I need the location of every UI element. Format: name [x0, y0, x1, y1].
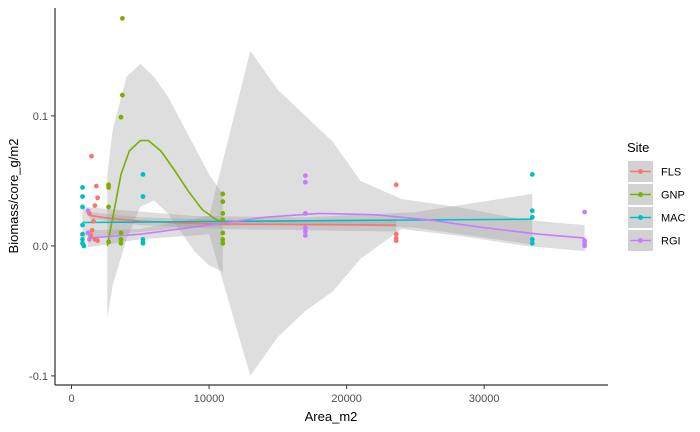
point-gnp-7: [118, 237, 124, 242]
x-tick-label-2: 20000: [331, 393, 362, 405]
point-gnp-17: [220, 240, 226, 246]
point-mac-0: [80, 185, 85, 190]
point-fls-6: [89, 227, 95, 233]
point-rgi-7: [303, 229, 308, 235]
point-gnp-9: [118, 240, 124, 246]
point-rgi-9: [582, 209, 587, 215]
legend-key-dot-mac: [638, 215, 643, 220]
point-fls-0: [89, 153, 94, 159]
x-axis-ticks: 0 10000 20000 30000: [68, 385, 499, 405]
point-rgi-8: [303, 233, 308, 238]
point-gnp-6: [118, 230, 124, 236]
legend-label-rgi: RGI: [661, 236, 681, 248]
x-axis-title: Area_m2: [305, 409, 358, 424]
point-mac-12: [529, 172, 535, 177]
trend-line-fls: [89, 214, 397, 226]
point-rgi-5: [303, 211, 308, 216]
point-mac-1: [80, 194, 85, 199]
point-gnp-15: [220, 230, 226, 236]
point-gnp-8: [106, 239, 111, 245]
point-mac-7: [81, 243, 87, 249]
trend-lines: [82, 139, 585, 247]
point-fls-1: [93, 183, 99, 189]
y-tick-label-0: -0.1: [29, 371, 48, 383]
point-rgi-4: [303, 179, 308, 185]
point-rgi-0: [85, 208, 91, 214]
confidence-band-mac: [82, 193, 533, 245]
point-rgi-6: [303, 225, 308, 231]
point-fls-13: [393, 238, 399, 244]
x-tick-label-1: 10000: [194, 393, 225, 405]
confidence-band-gnp: [107, 63, 223, 318]
point-gnp-1: [120, 92, 125, 98]
point-mac-15: [529, 237, 535, 242]
y-tick-label-1: 0.0: [33, 241, 48, 253]
trend-line-gnp: [106, 139, 224, 247]
legend-key-dot-rgi: [638, 238, 643, 243]
legend-key-dot-fls: [638, 169, 643, 174]
legend-key-dot-gnp: [638, 192, 643, 197]
trend-line-mac: [82, 218, 533, 224]
point-gnp-13: [220, 211, 226, 216]
point-gnp-5: [106, 204, 111, 210]
point-fls-11: [393, 231, 399, 237]
y-axis-title: Biomass/core_g/m2: [6, 139, 21, 254]
point-rgi-1: [85, 230, 91, 236]
point-gnp-14: [220, 217, 226, 223]
point-mac-10: [140, 237, 146, 242]
legend: Site FLS GNP MAC RGI: [627, 140, 686, 251]
point-gnp-0: [120, 16, 125, 21]
point-mac-2: [80, 204, 85, 210]
data-points: [80, 16, 587, 249]
x-tick-label-3: 30000: [469, 393, 500, 405]
point-gnp-11: [220, 191, 226, 197]
point-fls-2: [95, 195, 100, 201]
point-mac-11: [140, 240, 146, 246]
point-fls-9: [95, 238, 100, 244]
x-tick-label-0: 0: [68, 393, 74, 405]
point-fls-3: [92, 203, 98, 209]
point-mac-8: [140, 172, 146, 177]
point-mac-3: [80, 222, 85, 228]
point-mac-16: [529, 240, 535, 246]
point-mac-4: [80, 231, 85, 237]
point-gnp-2: [118, 114, 124, 120]
point-gnp-12: [220, 199, 226, 205]
trend-line-rgi: [87, 212, 585, 239]
legend-label-gnp: GNP: [661, 190, 685, 202]
legend-label-mac: MAC: [661, 213, 686, 225]
point-rgi-12: [582, 243, 587, 249]
point-mac-14: [529, 214, 535, 220]
legend-label-fls: FLS: [661, 167, 681, 179]
point-fls-5: [91, 218, 96, 224]
y-axis-ticks: -0.1 0.0 0.1: [29, 111, 55, 383]
point-gnp-16: [220, 237, 226, 242]
point-fls-10: [393, 182, 399, 188]
point-rgi-2: [87, 237, 92, 242]
legend-title: Site: [627, 140, 649, 155]
y-tick-label-2: 0.1: [33, 111, 48, 123]
point-mac-13: [529, 208, 535, 214]
point-gnp-4: [106, 185, 111, 190]
point-rgi-3: [303, 173, 308, 179]
point-mac-9: [140, 194, 146, 199]
point-mac-5: [80, 237, 85, 242]
